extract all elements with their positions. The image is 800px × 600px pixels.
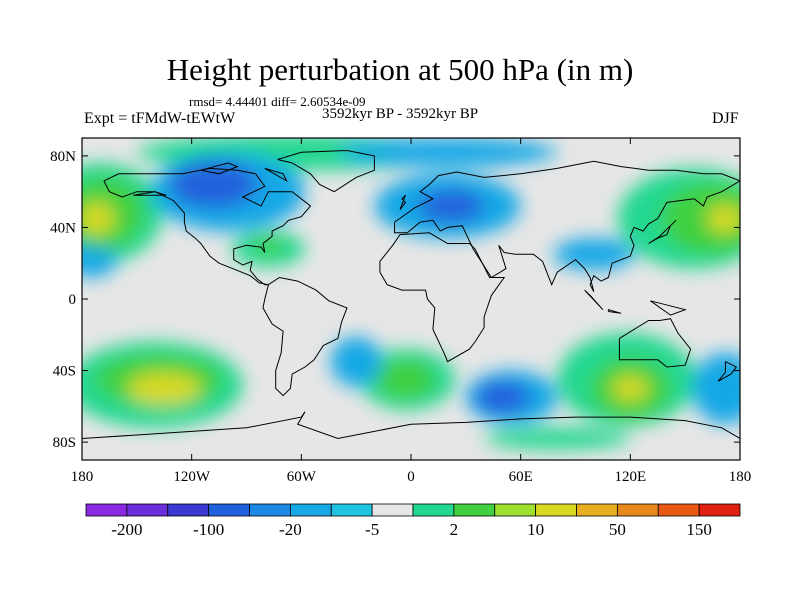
anomaly-contour [337,138,558,167]
anomaly-contour [474,381,530,414]
colorbar-label: 150 [686,520,712,539]
anomaly-contour [692,352,740,425]
colorbar-swatch [208,503,250,517]
anomaly-contour [612,375,649,401]
colorbar-label: -5 [365,520,379,539]
colorbar-swatch [535,503,577,517]
chart-title: Height perturbation at 500 hPa (in m) [166,52,634,87]
anomaly-contour [169,161,258,208]
colorbar-swatch [330,503,373,517]
y-tick-label: 80S [53,435,76,451]
coastline [277,149,375,193]
coastline [618,318,692,368]
colorbar-swatch [616,503,659,517]
x-tick-label: 60W [287,469,317,485]
anomaly-contour [553,238,634,271]
x-tick-label: 0 [407,469,415,485]
coastline [607,309,622,314]
colorbar-swatch [576,503,618,517]
coastline [103,167,312,286]
colorbar-label: -100 [193,520,224,539]
anomaly-contour [330,336,382,387]
colorbar-swatch [453,503,496,517]
colorbar-swatch [698,503,741,517]
y-tick-label: 40S [53,364,76,380]
coastline [82,411,740,440]
anomaly-contour [82,202,115,235]
coastline [399,194,407,210]
x-tick-label: 120E [614,469,646,485]
x-tick-label: 180 [71,469,94,485]
anomaly-contour [418,189,485,223]
coastline [650,300,687,316]
season-label: DJF [712,110,739,127]
colorbar-swatch [85,503,128,517]
coastline [264,167,288,183]
coastline [717,361,738,382]
colorbar-swatch [412,503,455,517]
colorbar-label: -200 [111,520,142,539]
colorbar-label: 50 [609,520,626,539]
colorbar-swatch [289,503,332,517]
period-label: 3592kyr BP - 3592kyr BP [322,106,479,122]
colorbar-swatch [249,503,291,517]
coastline [648,219,677,244]
x-tick-label: 60E [509,469,533,485]
coastline [133,191,167,196]
y-tick-label: 80N [50,149,76,165]
experiment-label: Expt = tFMdW-tEWtW [84,110,236,127]
colorbar-label: 10 [527,520,544,539]
colorbar-label: -20 [279,520,302,539]
x-tick-label: 120W [173,469,211,485]
anomaly-contour [127,372,201,405]
anomaly-contour [376,359,435,400]
colorbar-label: 2 [450,520,459,539]
y-tick-label: 0 [69,292,77,308]
coastline [394,160,740,293]
x-tick-label: 180 [729,469,752,485]
anomaly-contour [484,427,631,450]
colorbar-swatch [371,503,414,517]
colorbar-swatch [657,503,700,517]
anomaly-contour [82,241,117,278]
anomaly-contour [707,204,740,233]
colorbar-swatch [126,503,169,517]
coastline [262,276,348,397]
colorbar-swatch [167,503,210,517]
y-tick-label: 40N [50,220,76,236]
rmsd-diff-label: rmsd= 4.44401 diff= 2.60534e-09 [189,94,366,109]
anomaly-contour [253,236,284,255]
coastline [379,232,506,363]
coastline [200,162,239,175]
coastline [584,289,604,311]
colorbar-swatch [494,503,537,517]
